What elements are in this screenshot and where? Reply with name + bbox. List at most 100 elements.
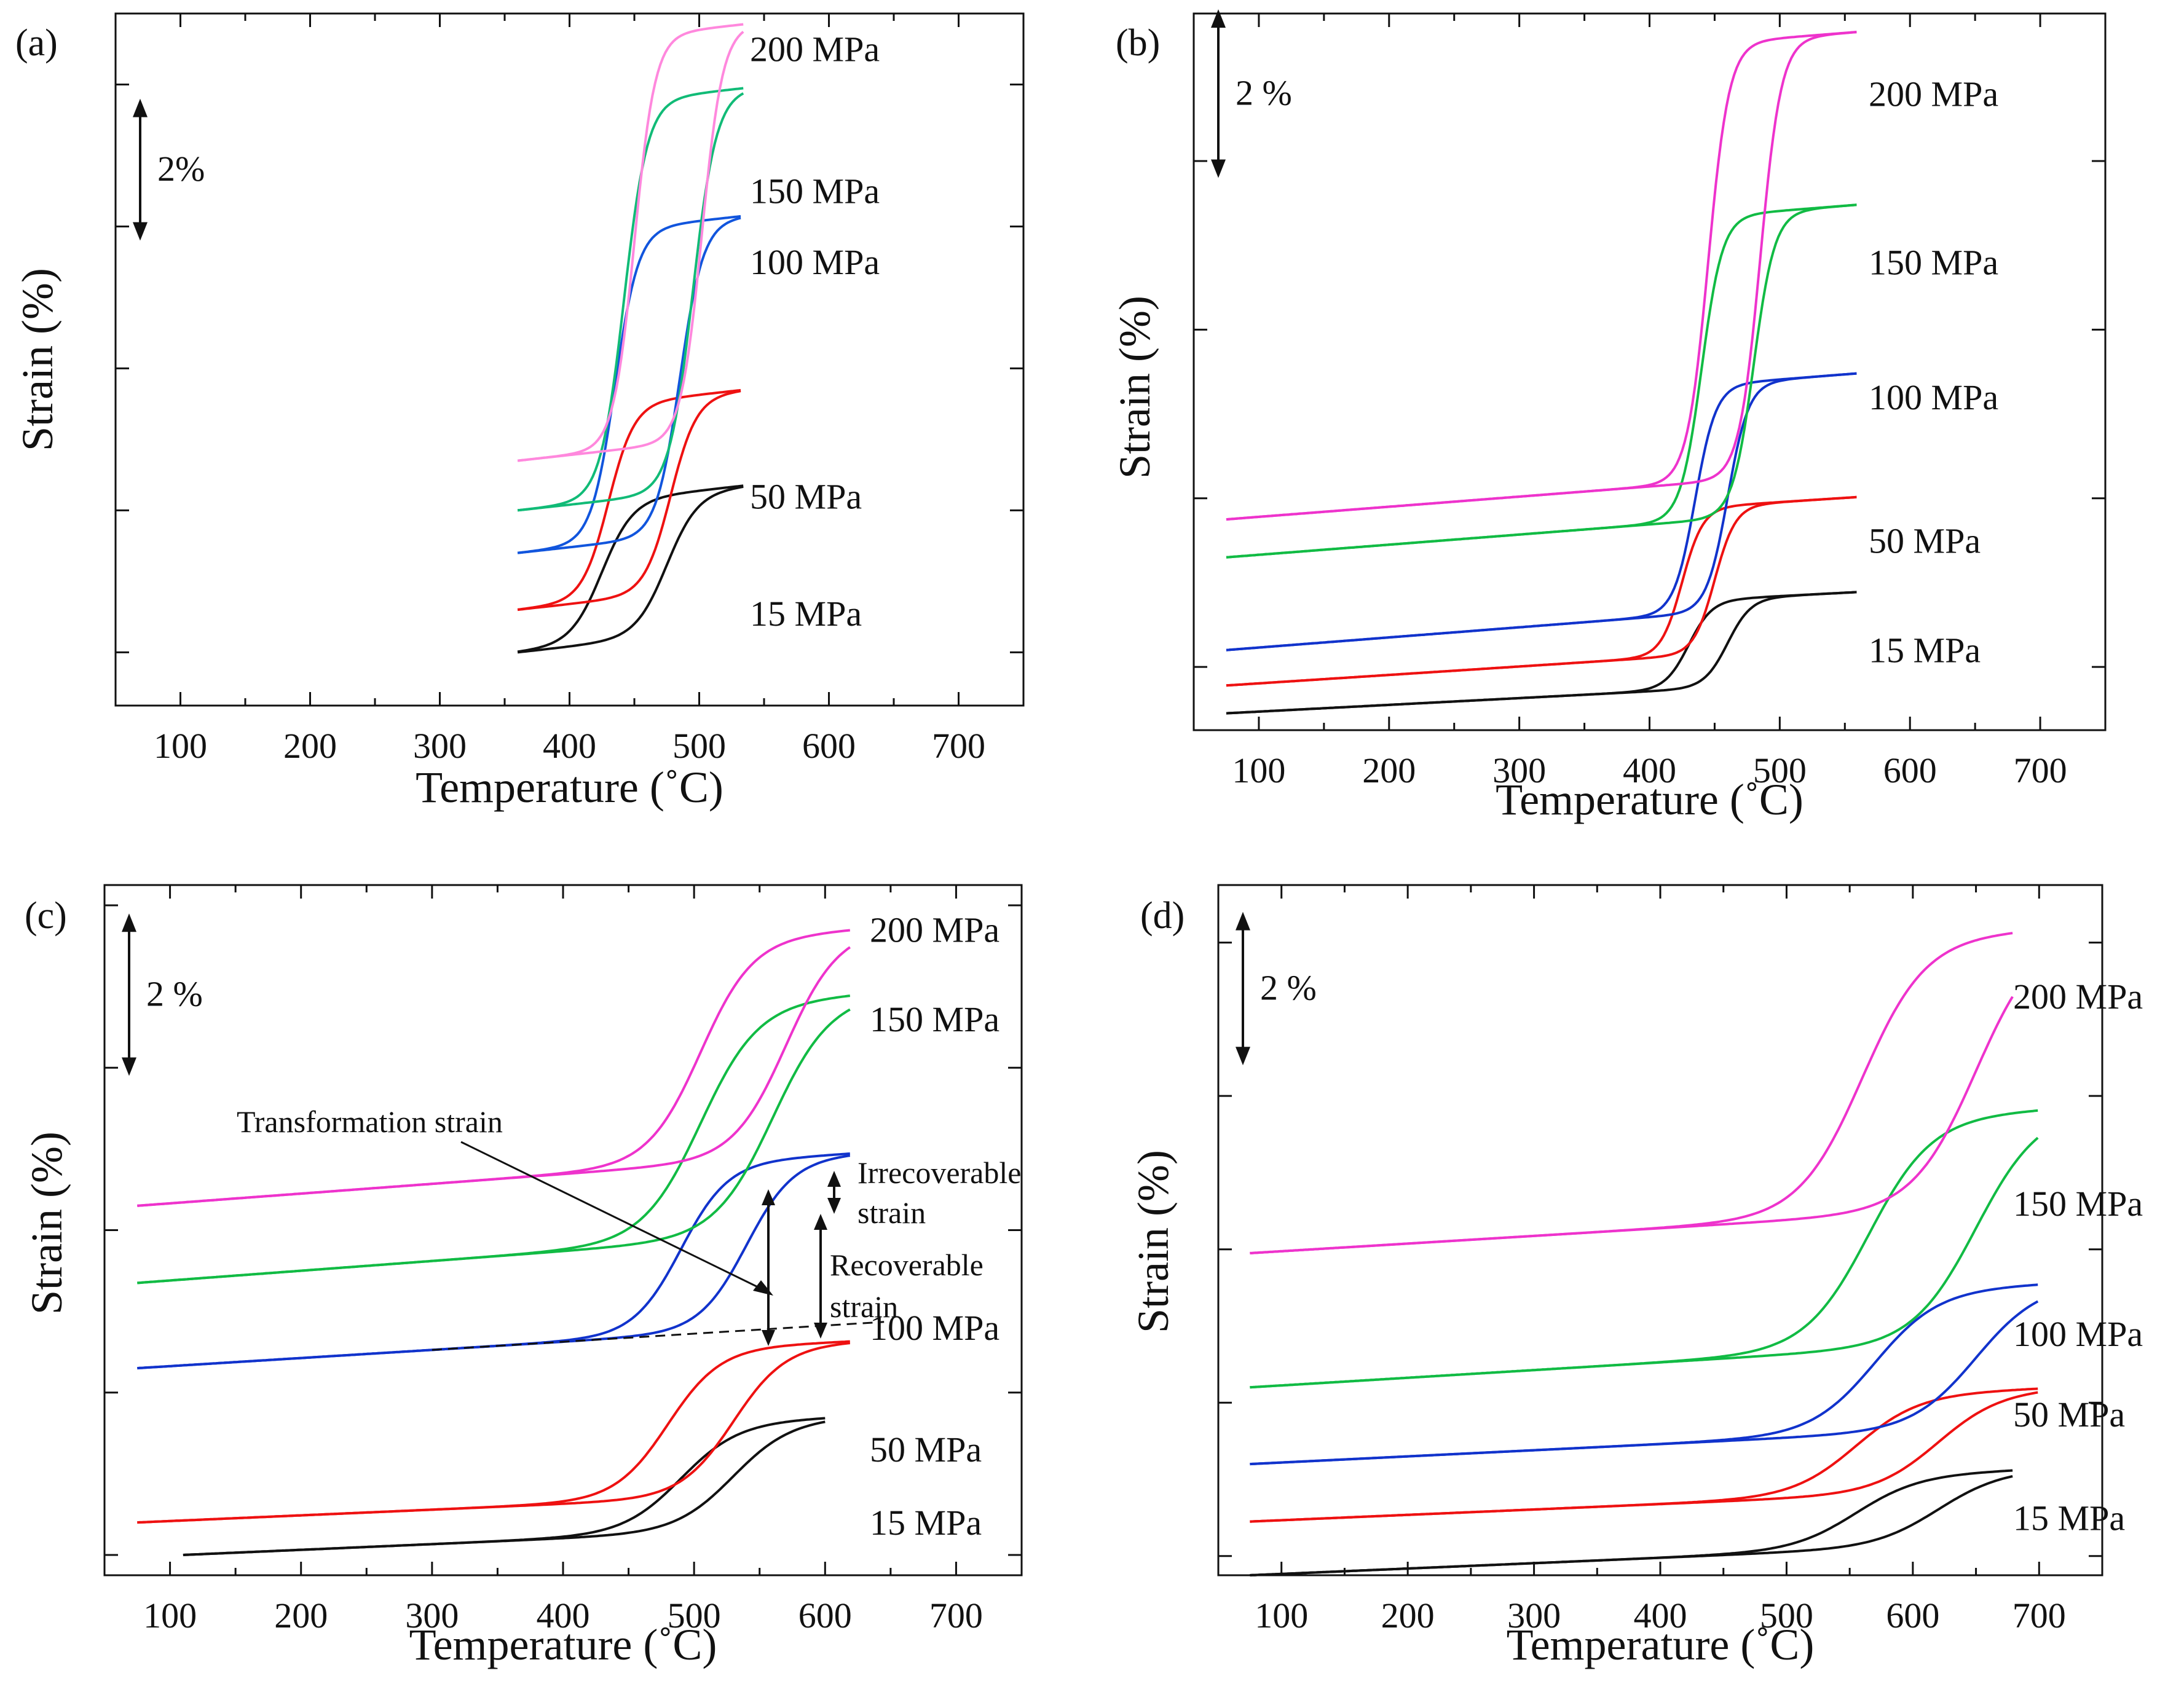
series-label: 50 MPa xyxy=(750,476,862,516)
x-tick-label: 600 xyxy=(802,726,856,766)
scale-bar-label: 2 % xyxy=(146,974,203,1013)
x-tick-label: 200 xyxy=(1362,750,1416,790)
scale-bar-arrow-up xyxy=(133,98,148,117)
series-line-cooling xyxy=(183,1417,826,1556)
series-line-heating xyxy=(517,216,741,554)
series-line-cooling xyxy=(1250,932,2013,1254)
panel-label: (b) xyxy=(1116,22,1160,64)
x-tick-label: 500 xyxy=(672,726,726,766)
x-tick-label: 100 xyxy=(143,1596,197,1635)
annotation-pointer-head xyxy=(753,1280,773,1296)
series-line-heating xyxy=(137,946,851,1207)
series-line-cooling xyxy=(1226,591,1857,715)
panel-label: (d) xyxy=(1140,895,1185,937)
x-tick-label: 300 xyxy=(1507,1596,1561,1635)
annotation-pointer xyxy=(460,1141,766,1292)
series-line-heating xyxy=(1226,31,1857,521)
irrecoverable-strain-arrow-head-down xyxy=(827,1198,841,1214)
series-label: 15 MPa xyxy=(1869,631,1981,671)
scale-bar-arrow-down xyxy=(1236,1047,1250,1066)
panel-d: 100 200 300 400 500 600 700 Temperature (˚C) Str… xyxy=(1129,884,2143,1669)
series-line-cooling xyxy=(1250,1109,2038,1389)
x-tick-label: 500 xyxy=(1753,750,1807,790)
series-line-heating xyxy=(137,1342,851,1524)
y-axis-title: Strain (%) xyxy=(22,1131,71,1315)
x-tick-label: 700 xyxy=(932,726,985,766)
scale-bar-arrow-down xyxy=(122,1057,136,1076)
series-label: 50 MPa xyxy=(870,1430,982,1470)
series-label: 50 MPa xyxy=(2013,1395,2125,1434)
series-line-cooling xyxy=(137,1152,850,1370)
scale-bar-arrow-down xyxy=(1211,159,1226,178)
series-line-heating xyxy=(517,390,741,612)
x-axis-title: Temperature (˚C) xyxy=(409,1620,717,1669)
series-label: 150 MPa xyxy=(750,171,880,211)
series-line-cooling xyxy=(137,929,851,1207)
x-tick-label: 700 xyxy=(2013,1596,2066,1635)
panel-label: (a) xyxy=(15,22,58,64)
series-label: 150 MPa xyxy=(2013,1184,2143,1224)
series-label: 100 MPa xyxy=(750,242,880,282)
x-tick-label: 700 xyxy=(2014,750,2067,790)
irrecoverable-strain-arrow-head-up xyxy=(827,1171,841,1187)
transformation-strain-arrow-head-up xyxy=(762,1189,775,1205)
series-line-heating xyxy=(1226,203,1857,559)
series-label: 100 MPa xyxy=(870,1308,999,1348)
annotation-irrecoverable: Irrecoverable xyxy=(857,1155,1021,1190)
annotation-transformation-strain: Transformation strain xyxy=(237,1104,503,1139)
series-label: 200 MPa xyxy=(750,30,880,69)
plot-frame xyxy=(1193,12,2107,731)
plot-frame xyxy=(1217,884,2103,1576)
annotation-recoverable-2: strain xyxy=(830,1289,898,1324)
series-line-cooling xyxy=(517,388,741,611)
series-label: 50 MPa xyxy=(1869,521,1981,561)
y-axis-title: Strain (%) xyxy=(1110,296,1159,479)
x-tick-label: 100 xyxy=(1255,1596,1308,1635)
series-line-heating xyxy=(1250,1391,2038,1523)
transformation-strain-arrow-head-down xyxy=(762,1330,775,1346)
series-line-heating xyxy=(517,31,744,462)
x-tick-label: 600 xyxy=(798,1596,852,1635)
series-line-cooling xyxy=(517,214,741,554)
annotation-recoverable: Recoverable xyxy=(830,1248,984,1282)
x-tick-label: 200 xyxy=(274,1596,328,1635)
series-label: 15 MPa xyxy=(870,1503,982,1543)
recoverable-strain-arrow-head-up xyxy=(814,1214,827,1230)
scale-bar-label: 2% xyxy=(157,149,205,189)
x-tick-label: 100 xyxy=(1232,750,1285,790)
scale-bar-arrow-up xyxy=(1236,911,1250,931)
series-label: 200 MPa xyxy=(2013,977,2143,1017)
panel-a: 100 200 300 400 500 600 700 Temperature (˚C) Str… xyxy=(13,12,1025,812)
y-axis-title: Strain (%) xyxy=(1129,1150,1178,1333)
x-tick-label: 200 xyxy=(283,726,337,766)
x-tick-label: 700 xyxy=(929,1596,983,1635)
baseline-dashed xyxy=(432,1321,885,1351)
y-axis-title: Strain (%) xyxy=(13,268,62,451)
scale-bar-label: 2 % xyxy=(1260,967,1317,1007)
series-line-cooling xyxy=(1226,495,1857,687)
series-line-cooling xyxy=(1226,31,1857,521)
x-tick-label: 200 xyxy=(1381,1596,1435,1635)
series-line-cooling xyxy=(137,994,851,1285)
series-label: 15 MPa xyxy=(750,594,862,634)
x-axis-title: Temperature (˚C) xyxy=(1496,775,1804,824)
series-line-heating xyxy=(1226,372,1857,651)
series-line-cooling xyxy=(1250,1283,2038,1466)
plot-frame xyxy=(103,884,1023,1576)
x-axis-title: Temperature (˚C) xyxy=(1507,1620,1815,1669)
series-label: 200 MPa xyxy=(870,910,999,950)
series-line-heating xyxy=(1250,1136,2039,1389)
series-line-heating xyxy=(517,485,744,654)
x-tick-label: 300 xyxy=(405,1596,459,1635)
series-line-heating xyxy=(1250,996,2014,1254)
x-tick-label: 600 xyxy=(1886,1596,1939,1635)
x-tick-label: 400 xyxy=(1623,750,1676,790)
scale-bar-label: 2 % xyxy=(1236,73,1292,112)
recoverable-strain-arrow-head-down xyxy=(814,1323,827,1339)
x-tick-label: 300 xyxy=(413,726,467,766)
series-label: 150 MPa xyxy=(1869,243,1998,283)
series-label: 100 MPa xyxy=(2013,1314,2143,1354)
series-line-heating xyxy=(137,1008,851,1285)
x-tick-label: 400 xyxy=(543,726,596,766)
scale-bar-arrow-up xyxy=(122,913,136,932)
